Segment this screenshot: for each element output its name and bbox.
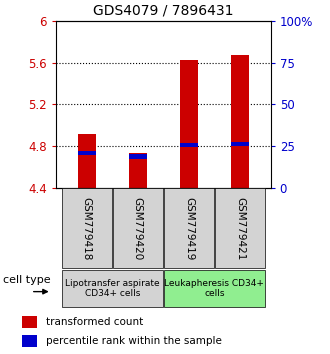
Bar <box>164 270 265 307</box>
Bar <box>231 55 249 188</box>
Bar <box>180 143 198 147</box>
Text: percentile rank within the sample: percentile rank within the sample <box>46 336 222 346</box>
Bar <box>22 316 37 328</box>
Bar <box>113 188 163 268</box>
Text: Lipotransfer aspirate
CD34+ cells: Lipotransfer aspirate CD34+ cells <box>65 279 160 298</box>
Bar <box>78 133 96 188</box>
Bar <box>62 188 112 268</box>
Bar <box>215 188 265 268</box>
Bar <box>78 151 96 155</box>
Text: GSM779421: GSM779421 <box>235 196 245 260</box>
Text: cell type: cell type <box>3 275 50 285</box>
Text: GSM779418: GSM779418 <box>82 196 92 260</box>
Bar <box>180 60 198 188</box>
Title: GDS4079 / 7896431: GDS4079 / 7896431 <box>93 3 234 17</box>
Text: GSM779419: GSM779419 <box>184 196 194 260</box>
Bar <box>62 270 163 307</box>
Bar <box>129 153 147 188</box>
Bar <box>164 188 214 268</box>
Bar <box>231 142 249 146</box>
Text: transformed count: transformed count <box>46 317 144 327</box>
Bar <box>22 335 37 347</box>
Text: Leukapheresis CD34+
cells: Leukapheresis CD34+ cells <box>164 279 264 298</box>
Text: GSM779420: GSM779420 <box>133 197 143 260</box>
Bar <box>129 154 147 159</box>
